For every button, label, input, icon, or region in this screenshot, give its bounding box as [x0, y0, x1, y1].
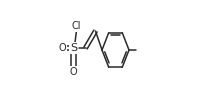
Text: O: O [70, 67, 77, 77]
Text: O: O [58, 43, 66, 53]
Text: Cl: Cl [72, 21, 81, 31]
Text: S: S [70, 43, 77, 53]
